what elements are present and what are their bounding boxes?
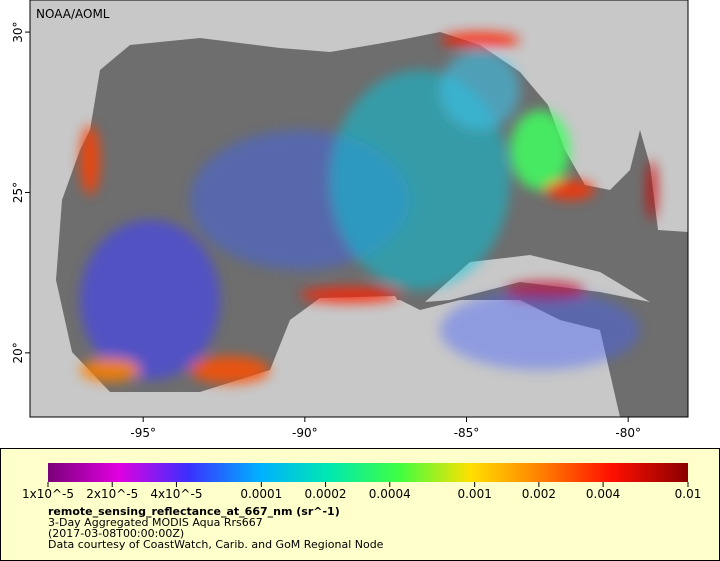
colorbar-tick-label: 0.001 bbox=[457, 487, 491, 501]
colorbar-tick-label: 0.0001 bbox=[240, 487, 282, 501]
legend-variable: remote_sensing_reflectance_at_667_nm (sr… bbox=[48, 505, 340, 518]
colorbar-tick-label: 4x10^-5 bbox=[150, 487, 202, 501]
cuba bbox=[425, 255, 650, 302]
x-tick-label: -85° bbox=[454, 426, 480, 440]
colorbar-tick-label: 1x10^-5 bbox=[22, 487, 74, 501]
watermark: NOAA/AOML bbox=[36, 7, 110, 21]
x-tick-label: -80° bbox=[615, 426, 641, 440]
colorbar-tick-label: 0.01 bbox=[675, 487, 702, 501]
legend-dataset: 3-Day Aggregated MODIS Aqua Rrs667 bbox=[48, 516, 263, 529]
x-tick-label: -90° bbox=[292, 426, 318, 440]
colorbar-tick-label: 0.0002 bbox=[305, 487, 347, 501]
yucatan bbox=[290, 296, 415, 417]
colorbar-tick-label: 2x10^-5 bbox=[86, 487, 138, 501]
legend-credit: Data courtesy of CoastWatch, Carib. and … bbox=[48, 538, 384, 551]
map-area bbox=[30, 0, 688, 417]
y-tick-label: 30° bbox=[11, 21, 25, 42]
colorbar-tick-label: 0.004 bbox=[586, 487, 620, 501]
data-field bbox=[80, 32, 657, 384]
legend-time: (2017-03-08T00:00:00Z) bbox=[48, 527, 184, 540]
map-frame bbox=[29, 0, 689, 418]
x-tick-label: -95° bbox=[130, 426, 156, 440]
y-tick-label: 20° bbox=[11, 342, 25, 363]
colorbar-tick-label: 0.002 bbox=[522, 487, 556, 501]
y-tick-label: 25° bbox=[11, 182, 25, 203]
colorbar bbox=[48, 463, 688, 482]
colorbar-tick-label: 0.0004 bbox=[369, 487, 411, 501]
